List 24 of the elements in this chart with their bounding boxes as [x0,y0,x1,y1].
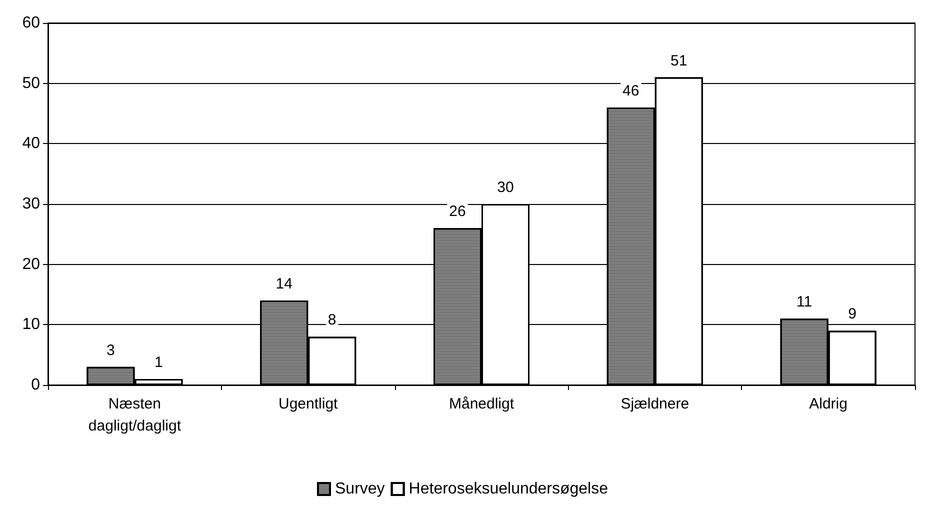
x-tick-label: Aldrig [809,396,848,412]
x-tick-label: Sjældnere [620,396,690,412]
data-label: 30 [497,179,514,196]
data-label: 9 [848,306,856,323]
y-tick-label: 10 [22,316,40,334]
x-tick-label: Næsten dagligt/dagligt [88,396,182,434]
y-tick-label: 50 [22,74,40,92]
y-tick-label: 20 [22,256,40,273]
data-label: 51 [670,52,688,70]
y-tick-label: 30 [22,196,40,212]
data-label: 3 [106,342,115,359]
x-tick-label: Ugentligt [278,396,339,412]
y-tick-label: 0 [31,376,40,394]
data-label: 8 [328,312,336,329]
data-label: 11 [796,294,812,311]
data-label: 46 [622,82,640,100]
data-label: 1 [154,354,163,371]
x-tick-label: Månedligt [448,396,515,412]
data-label: 14 [276,276,292,293]
legend-label: Survey [334,480,385,498]
data-label: 26 [449,203,466,220]
y-tick-label: 60 [22,14,40,32]
y-tick-label: 40 [22,135,40,152]
legend-label: Heteroseksuelundersøgelse [408,480,608,498]
